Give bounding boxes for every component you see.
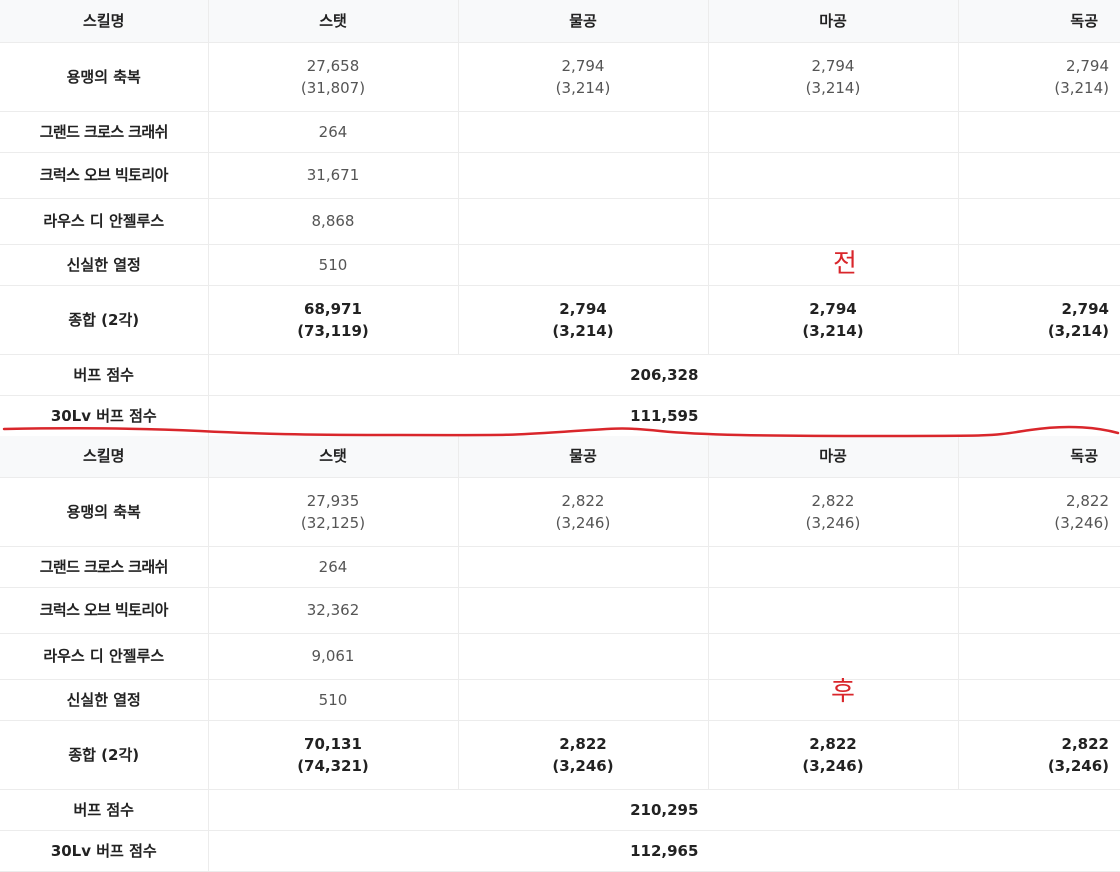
header-phys-atk: 물공 — [458, 436, 709, 478]
poison-value: 2,822 (3,246) — [958, 477, 1120, 547]
red-divider-line — [2, 425, 1120, 438]
stat-value: 8,868 — [208, 198, 459, 245]
buff-score-value: 210,295 — [208, 789, 1120, 831]
phys-value: 2,822 (3,246) — [458, 477, 709, 547]
table-row: 용맹의 축복 27,935 (32,125) 2,822 (3,246) 2,822… — [0, 477, 1120, 547]
total-poison: 2,794 (3,214) — [958, 285, 1120, 355]
mag-value: 2,794 (3,214) — [708, 42, 959, 112]
total-row: 종합 (2각) 70,131 (74,321) 2,822 (3,246) 2,82… — [0, 720, 1120, 790]
skill-name: 그랜드 크로스 크래쉬 — [0, 111, 209, 153]
table-row: 그랜드 크로스 크래쉬 264 — [0, 546, 1120, 588]
after-marker: 후 — [831, 677, 855, 707]
header-poison-atk: 독공 — [958, 0, 1120, 43]
table-row: 신실한 열정 510 — [0, 244, 1120, 286]
total-mag: 2,794 (3,214) — [708, 285, 959, 355]
skill-name: 용맹의 축복 — [0, 42, 209, 112]
stat-value: 27,935 (32,125) — [208, 477, 459, 547]
header-skill-name: 스킬명 — [0, 436, 209, 478]
stat-value: 9,061 — [208, 633, 459, 680]
table-row: 그랜드 크로스 크래쉬 264 — [0, 111, 1120, 153]
total-label: 종합 (2각) — [0, 720, 209, 790]
total-phys: 2,794 (3,214) — [458, 285, 709, 355]
table-row: 크럭스 오브 빅토리아 32,362 — [0, 587, 1120, 634]
skill-name: 크럭스 오브 빅토리아 — [0, 152, 209, 199]
buff-score-row: 버프 점수 210,295 — [0, 789, 1120, 831]
skill-name: 신실한 열정 — [0, 679, 209, 721]
before-marker: 전 — [833, 249, 857, 279]
poison-value: 2,794 (3,214) — [958, 42, 1120, 112]
table-row: 신실한 열정 510 — [0, 679, 1120, 721]
buff30-score-value: 111,595 — [208, 395, 1120, 437]
total-row: 종합 (2각) 68,971 (73,119) 2,794 (3,214) 2,79… — [0, 285, 1120, 355]
skill-name: 용맹의 축복 — [0, 477, 209, 547]
buff-score-value: 206,328 — [208, 354, 1120, 396]
skill-name: 신실한 열정 — [0, 244, 209, 286]
table-row: 라우스 디 안젤루스 9,061 — [0, 633, 1120, 680]
header-row: 스킬명 스탯 물공 마공 독공 — [0, 436, 1120, 478]
buff30-score-row: 30Lv 버프 점수 112,965 — [0, 830, 1120, 872]
stat-value: 264 — [208, 546, 459, 588]
buff-score-label: 버프 점수 — [0, 789, 209, 831]
after-table: 스킬명 스탯 물공 마공 독공 용맹의 축복 27,935 (32,125) 2,… — [0, 436, 1120, 872]
buff-score-label: 버프 점수 — [0, 354, 209, 396]
buff-score-row: 버프 점수 206,328 — [0, 354, 1120, 396]
mag-value: 2,822 (3,246) — [708, 477, 959, 547]
total-stat: 70,131 (74,321) — [208, 720, 459, 790]
table-row: 라우스 디 안젤루스 8,868 — [0, 198, 1120, 245]
buff30-score-label: 30Lv 버프 점수 — [0, 830, 209, 872]
header-poison-atk: 독공 — [958, 436, 1120, 478]
header-stat: 스탯 — [208, 436, 459, 478]
stat-value: 510 — [208, 679, 459, 721]
stat-value: 27,658 (31,807) — [208, 42, 459, 112]
header-mag-atk: 마공 — [708, 0, 959, 43]
buff30-score-value: 112,965 — [208, 830, 1120, 872]
total-stat: 68,971 (73,119) — [208, 285, 459, 355]
total-label: 종합 (2각) — [0, 285, 209, 355]
table-row: 크럭스 오브 빅토리아 31,671 — [0, 152, 1120, 199]
skill-name: 그랜드 크로스 크래쉬 — [0, 546, 209, 588]
skill-name: 라우스 디 안젤루스 — [0, 198, 209, 245]
header-stat: 스탯 — [208, 0, 459, 43]
buff30-score-row: 30Lv 버프 점수 111,595 — [0, 395, 1120, 437]
total-poison: 2,822 (3,246) — [958, 720, 1120, 790]
table-row: 용맹의 축복 27,658 (31,807) 2,794 (3,214) 2,794… — [0, 42, 1120, 112]
phys-value: 2,794 (3,214) — [458, 42, 709, 112]
stat-value: 510 — [208, 244, 459, 286]
total-phys: 2,822 (3,246) — [458, 720, 709, 790]
stat-value: 31,671 — [208, 152, 459, 199]
stat-value: 264 — [208, 111, 459, 153]
before-table: 스킬명 스탯 물공 마공 독공 용맹의 축복 27,658 (31,807) 2,… — [0, 0, 1120, 437]
header-row: 스킬명 스탯 물공 마공 독공 — [0, 0, 1120, 43]
total-mag: 2,822 (3,246) — [708, 720, 959, 790]
header-skill-name: 스킬명 — [0, 0, 209, 43]
skill-name: 크럭스 오브 빅토리아 — [0, 587, 209, 634]
skill-name: 라우스 디 안젤루스 — [0, 633, 209, 680]
header-phys-atk: 물공 — [458, 0, 709, 43]
header-mag-atk: 마공 — [708, 436, 959, 478]
stat-value: 32,362 — [208, 587, 459, 634]
